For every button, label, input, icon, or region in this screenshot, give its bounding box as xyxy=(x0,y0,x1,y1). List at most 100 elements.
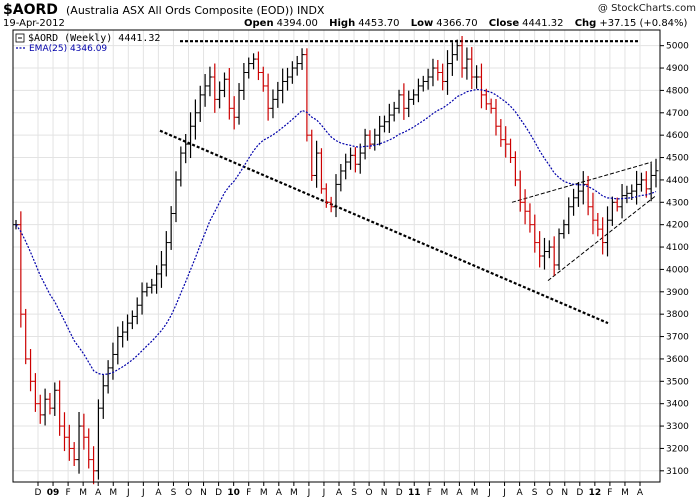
open-value: 4394.00 xyxy=(276,18,318,29)
price-bar xyxy=(32,373,38,412)
price-bar xyxy=(352,147,358,173)
high-value: 4453.70 xyxy=(358,18,400,29)
x-tick-label: D xyxy=(35,488,42,498)
price-bar xyxy=(634,170,640,205)
y-tick-label: 4900 xyxy=(666,64,689,74)
ohlc-readout: Open 4394.00 High 4453.70 Low 4366.70 Close… xyxy=(244,18,695,29)
price-bar xyxy=(270,89,276,119)
price-bar xyxy=(47,392,53,415)
x-tick-label: J xyxy=(126,488,130,498)
price-bar xyxy=(401,83,407,120)
price-bar xyxy=(202,74,208,107)
price-bar xyxy=(294,55,300,76)
x-tick-label: A xyxy=(95,488,102,498)
x-tick-label: J xyxy=(141,488,145,498)
x-tick-label: 09 xyxy=(47,488,60,498)
open-label: Open xyxy=(244,18,274,29)
price-bar xyxy=(556,228,562,271)
price-bar xyxy=(91,446,97,485)
price-bar xyxy=(381,115,387,133)
x-tick-label: S xyxy=(351,488,357,498)
price-bar xyxy=(66,424,72,461)
x-tick-label: F xyxy=(607,488,612,498)
price-bar xyxy=(255,51,261,81)
price-bar xyxy=(391,101,397,122)
price-bar xyxy=(605,206,611,257)
high-label: High xyxy=(329,18,356,29)
x-tick-label: D xyxy=(396,488,403,498)
x-tick-label: F xyxy=(66,488,71,498)
price-bar xyxy=(134,297,140,325)
trend-lines xyxy=(159,40,657,325)
price-bar xyxy=(120,321,126,348)
x-tick-label: N xyxy=(381,488,388,498)
x-tick-label: O xyxy=(185,488,192,498)
price-bar xyxy=(178,146,184,187)
price-bar xyxy=(532,214,538,253)
price-bar xyxy=(76,412,82,474)
price-bar xyxy=(280,68,286,104)
price-bar xyxy=(537,231,543,268)
price-bar xyxy=(251,53,257,70)
price-bar xyxy=(314,140,320,188)
price-bar xyxy=(163,231,169,277)
price-bar xyxy=(285,67,291,91)
x-tick-label: J xyxy=(322,488,326,498)
price-bar xyxy=(386,103,392,133)
y-tick-label: 3100 xyxy=(666,467,689,477)
price-bar xyxy=(619,184,625,219)
x-tick-label: S xyxy=(532,488,538,498)
x-tick-label: A xyxy=(336,488,343,498)
y-tick-label: 3600 xyxy=(666,355,689,365)
price-bars xyxy=(13,35,659,485)
y-tick-label: 5000 xyxy=(666,42,689,52)
price-bar xyxy=(585,175,591,216)
y-tick-label: 3900 xyxy=(666,288,689,298)
price-bar xyxy=(372,128,378,151)
legend-ema-text: EMA(25) 4346.09 xyxy=(29,44,107,54)
price-bar xyxy=(236,83,242,125)
price-bar xyxy=(333,174,339,218)
price-bar xyxy=(318,148,324,194)
price-bar xyxy=(522,189,528,225)
y-tick-label: 3200 xyxy=(666,444,689,454)
date-label: 19-Apr-2012 xyxy=(3,18,65,29)
price-bar xyxy=(571,188,577,216)
price-bar xyxy=(28,348,34,392)
price-bar xyxy=(362,128,368,160)
y-tick-label: 4400 xyxy=(666,176,689,186)
price-bar xyxy=(643,171,649,198)
price-bar xyxy=(304,48,310,142)
price-bar xyxy=(609,196,615,226)
price-bar xyxy=(265,73,271,121)
price-bar xyxy=(173,171,179,223)
price-bar xyxy=(95,399,101,480)
price-bar xyxy=(464,47,470,80)
price-bar xyxy=(207,66,213,97)
price-bar xyxy=(425,68,431,90)
price-bar xyxy=(100,375,106,419)
y-tick-label: 4500 xyxy=(666,154,689,164)
x-tick-label: M xyxy=(79,488,87,498)
price-bar xyxy=(328,196,334,213)
price-bar xyxy=(154,265,160,294)
price-bar xyxy=(105,360,111,394)
price-bar xyxy=(595,212,601,237)
price-bar xyxy=(357,143,363,174)
x-tick-label: A xyxy=(456,488,463,498)
price-bar xyxy=(71,442,77,467)
symbol-label: $AORD xyxy=(3,2,58,18)
x-tick-label: 12 xyxy=(589,488,602,498)
y-tick-label: 3300 xyxy=(666,422,689,432)
price-bar xyxy=(459,35,465,78)
price-bar xyxy=(57,380,63,436)
price-bar xyxy=(435,59,441,81)
x-axis: D 09 F M A M J J A S O N D 10 F M A M J J A S O N D 11 F M A M J J A S O N D… xyxy=(35,482,644,498)
price-bar xyxy=(478,63,484,109)
price-bar xyxy=(449,42,455,76)
x-tick-label: A xyxy=(517,488,524,498)
price-bar xyxy=(377,115,383,146)
x-tick-label: 10 xyxy=(227,488,240,498)
price-bar xyxy=(144,282,150,297)
ema-line xyxy=(15,88,657,376)
